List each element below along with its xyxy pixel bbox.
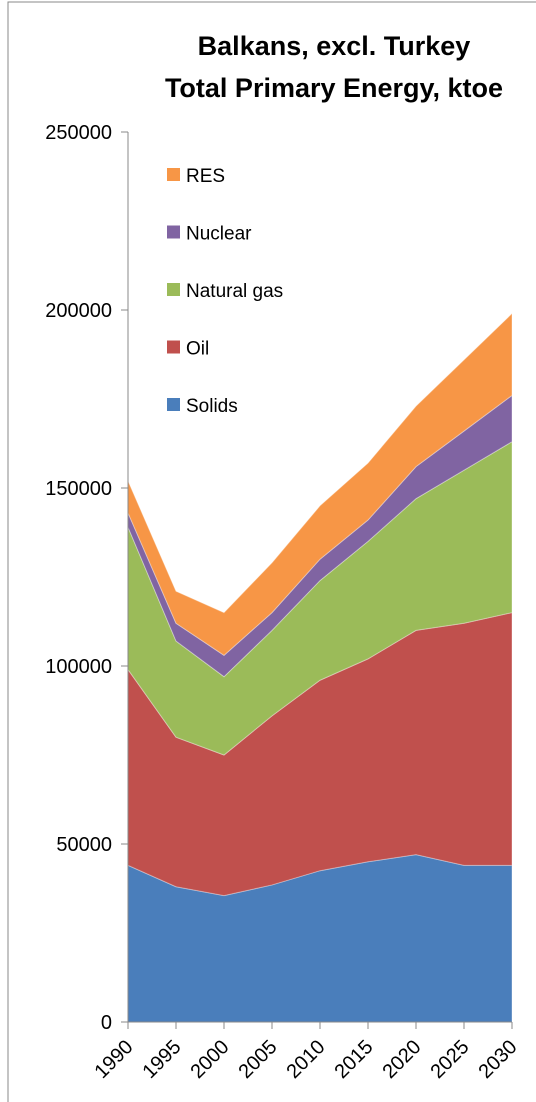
y-tick-label: 250000 [45, 122, 112, 144]
legend-swatch [167, 225, 180, 239]
legend-box [155, 150, 323, 430]
legend-label: Natural gas [186, 281, 283, 302]
y-tick-label: 100000 [45, 656, 112, 678]
legend-swatch [167, 283, 180, 296]
y-tick-label: 0 [101, 1012, 112, 1034]
y-tick-label: 150000 [45, 478, 112, 500]
legend-swatch [167, 340, 180, 354]
area [127, 312, 513, 656]
legend-label: Solids [186, 396, 238, 417]
chart-title: Total Primary Energy, ktoe [165, 73, 503, 103]
y-tick-label: 200000 [45, 300, 112, 322]
legend-swatch [167, 398, 180, 411]
chart-title: Balkans, excl. Turkey [198, 31, 471, 61]
legend-swatch [167, 168, 180, 181]
y-tick-label: 50000 [56, 834, 112, 856]
legend-label: Oil [186, 339, 209, 360]
legend-label: Nuclear [186, 224, 252, 245]
legend-label: RES [186, 166, 225, 187]
